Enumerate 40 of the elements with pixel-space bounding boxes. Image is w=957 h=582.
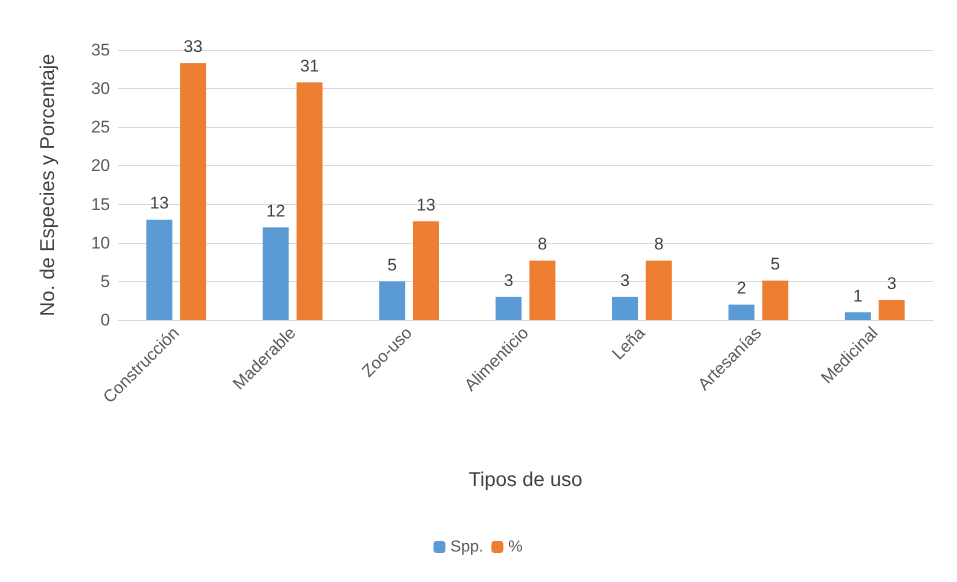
bar <box>379 281 406 320</box>
bar <box>496 296 522 320</box>
bar <box>646 260 672 320</box>
bar <box>529 260 556 320</box>
data-label: 8 <box>538 234 548 254</box>
data-label: 1 <box>853 286 863 306</box>
bar <box>762 280 788 320</box>
legend-label: % <box>508 538 523 556</box>
data-label: 8 <box>654 234 664 254</box>
data-label: 13 <box>150 194 169 213</box>
y-tick-label: 0 <box>100 310 110 330</box>
y-tick-label: 25 <box>91 118 110 137</box>
y-tick-label: 5 <box>100 272 110 291</box>
bar <box>412 221 439 320</box>
y-tick-label: 15 <box>91 194 110 214</box>
y-tick-label: 20 <box>91 156 110 176</box>
data-label: 3 <box>620 270 630 290</box>
bar <box>296 82 323 320</box>
y-tick-label: 10 <box>91 233 110 252</box>
y-tick-label: 35 <box>91 40 110 60</box>
data-label: 12 <box>266 201 286 220</box>
bar <box>728 304 754 320</box>
bar <box>844 312 871 320</box>
data-label: 33 <box>184 37 203 56</box>
y-axis-title: No. de Especies y Porcentaje <box>37 54 59 316</box>
data-label: 13 <box>416 195 436 214</box>
bar <box>612 296 638 320</box>
data-label: 2 <box>736 278 746 298</box>
bar <box>180 63 206 320</box>
data-label: 3 <box>504 270 514 290</box>
bar <box>262 227 289 320</box>
x-axis-title: Tipos de uso <box>468 469 582 491</box>
data-label: 31 <box>300 56 320 76</box>
data-label: 5 <box>770 254 780 274</box>
bar <box>146 220 172 320</box>
data-label: 5 <box>387 255 397 274</box>
legend-label: Spp. <box>450 538 484 556</box>
bar <box>878 300 905 320</box>
data-label: 3 <box>886 274 896 293</box>
y-tick-label: 30 <box>91 79 110 98</box>
